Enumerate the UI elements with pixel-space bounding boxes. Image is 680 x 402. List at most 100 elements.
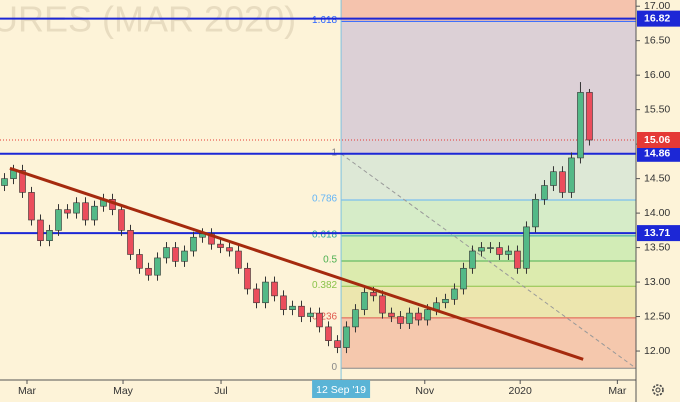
date-marker-label: 12 Sep '19	[316, 384, 366, 396]
trendline	[9, 166, 584, 361]
candle-body	[127, 230, 134, 255]
price-tag-label: 16.82	[644, 12, 670, 24]
candle-body	[244, 267, 251, 290]
candle-body	[208, 233, 215, 245]
price-tag	[637, 132, 680, 148]
fib-trend	[340, 153, 637, 369]
candle-body	[370, 292, 377, 297]
candle-body	[118, 209, 125, 231]
candle-body	[442, 299, 449, 304]
candle-body	[64, 209, 71, 214]
candle-body	[145, 267, 152, 276]
fib-level-label: 0.618	[312, 230, 337, 241]
candle-body	[478, 247, 485, 252]
candle-body	[343, 326, 350, 348]
fib-level-label: 0.382	[312, 280, 337, 291]
y-tick-label: 13.50	[644, 241, 670, 253]
candle-body	[262, 281, 269, 304]
settings-icon-hub	[655, 387, 661, 393]
price-tag	[637, 225, 680, 242]
candle-body	[550, 171, 557, 186]
candle-body	[532, 199, 539, 228]
y-tick-label: 15.50	[644, 103, 670, 115]
fib-band	[341, 286, 636, 318]
y-tick-label: 13.00	[644, 276, 670, 288]
candle-body	[451, 288, 458, 300]
y-tick-label: 16.50	[644, 34, 670, 46]
price-tag-label: 14.86	[644, 148, 670, 160]
candle-body	[487, 247, 494, 249]
candle-body	[73, 202, 80, 214]
candle-body	[316, 312, 323, 328]
candle-body	[325, 326, 332, 341]
candle-body	[307, 312, 314, 317]
candle-body	[226, 247, 233, 252]
candle-body	[271, 281, 278, 297]
candle-body	[505, 250, 512, 255]
candle-body	[172, 247, 179, 262]
candle-body	[136, 254, 143, 269]
candle-body	[334, 340, 341, 348]
price-tag-label: 15.06	[644, 134, 670, 146]
fib-band	[341, 200, 636, 236]
candle-body	[253, 288, 260, 304]
x-tick-label: May	[113, 385, 134, 397]
y-tick-label: 14.50	[644, 172, 670, 184]
candle-body	[82, 202, 89, 221]
candle-body	[28, 192, 35, 221]
fib-level-label: 0	[332, 362, 338, 373]
candle-body	[55, 209, 62, 231]
candle-body	[568, 157, 575, 193]
candle-body	[289, 305, 296, 310]
candle-body	[586, 92, 593, 141]
price-tag	[637, 145, 680, 162]
candle-body	[190, 236, 197, 252]
y-tick-label: 12.50	[644, 310, 670, 322]
y-tick-label: 17.00	[644, 0, 670, 12]
x-tick-label: Mar	[18, 385, 37, 397]
price-tag-label: 13.71	[644, 227, 670, 239]
y-tick-label: 12.00	[644, 345, 670, 357]
x-tick-label: Mar	[608, 385, 627, 397]
candle-body	[388, 312, 395, 317]
fib-level-label: 0.786	[312, 194, 337, 205]
candle-body	[406, 312, 413, 324]
price-tag	[637, 10, 680, 27]
x-tick-label: Nov	[415, 385, 434, 397]
candle-body	[298, 305, 305, 317]
settings-icon	[652, 384, 664, 396]
candle-body	[91, 205, 98, 221]
y-axis-area	[636, 0, 680, 402]
candle-body	[496, 247, 503, 255]
candle-body	[514, 250, 521, 269]
candle-body	[46, 230, 53, 241]
settings-button[interactable]	[652, 384, 664, 396]
candle-body	[541, 185, 548, 200]
fib-band	[341, 153, 636, 200]
candle-body	[523, 226, 530, 269]
candle-body	[577, 92, 584, 159]
date-marker-box	[312, 380, 371, 398]
candle-body	[361, 292, 368, 310]
candle-body	[154, 257, 161, 276]
candle-body	[460, 267, 467, 290]
y-tick-label: 14.00	[644, 207, 670, 219]
candle-body	[19, 170, 26, 193]
candle-body	[352, 309, 359, 328]
candle-body	[37, 219, 44, 241]
candle-body	[181, 250, 188, 262]
candle-body	[1, 178, 8, 186]
fib-band	[341, 261, 636, 287]
x-tick-label: Jul	[214, 385, 227, 397]
fib-level-label: 1.618	[312, 15, 337, 26]
candle-body	[424, 309, 431, 321]
candle-body	[397, 316, 404, 324]
watermark: URES (MAR 2020)	[0, 0, 296, 40]
candle-body	[469, 250, 476, 269]
fib-level-label: 0.236	[312, 312, 337, 323]
candle-body	[163, 247, 170, 259]
candle-body	[280, 295, 287, 310]
y-tick-label: 16.00	[644, 69, 670, 81]
